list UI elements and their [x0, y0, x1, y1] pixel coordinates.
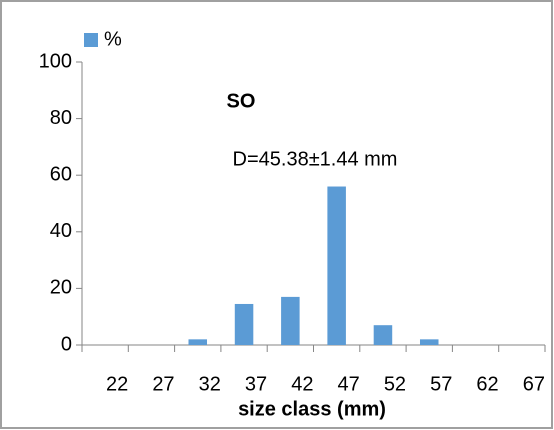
- y-tick-label: 60: [50, 163, 72, 185]
- x-tick-label: 47: [338, 373, 360, 395]
- x-tick-label: 42: [291, 373, 313, 395]
- bar: [327, 186, 346, 345]
- x-tick-label: 37: [245, 373, 267, 395]
- legend-label: %: [104, 28, 122, 50]
- y-tick-label: 80: [50, 107, 72, 129]
- x-tick-label: 62: [476, 373, 498, 395]
- legend-swatch: [84, 33, 98, 47]
- y-tick-label: 100: [39, 50, 72, 72]
- bar: [373, 325, 393, 345]
- x-axis-label: size class (mm): [238, 398, 386, 420]
- bar: [419, 339, 439, 345]
- y-tick-label: 0: [61, 333, 72, 355]
- bar: [188, 339, 208, 345]
- x-tick-label: 57: [430, 373, 452, 395]
- x-tick-label: 22: [106, 373, 128, 395]
- annotation: SO: [227, 90, 256, 112]
- x-tick-label: 27: [152, 373, 174, 395]
- y-tick-label: 40: [50, 220, 72, 242]
- y-tick-label: 20: [50, 277, 72, 299]
- x-tick-label: 52: [384, 373, 406, 395]
- x-tick-label: 67: [523, 373, 545, 395]
- annotation: D=45.38±1.44 mm: [233, 148, 398, 170]
- bar: [234, 303, 254, 345]
- x-tick-label: 32: [199, 373, 221, 395]
- bar: [281, 296, 300, 345]
